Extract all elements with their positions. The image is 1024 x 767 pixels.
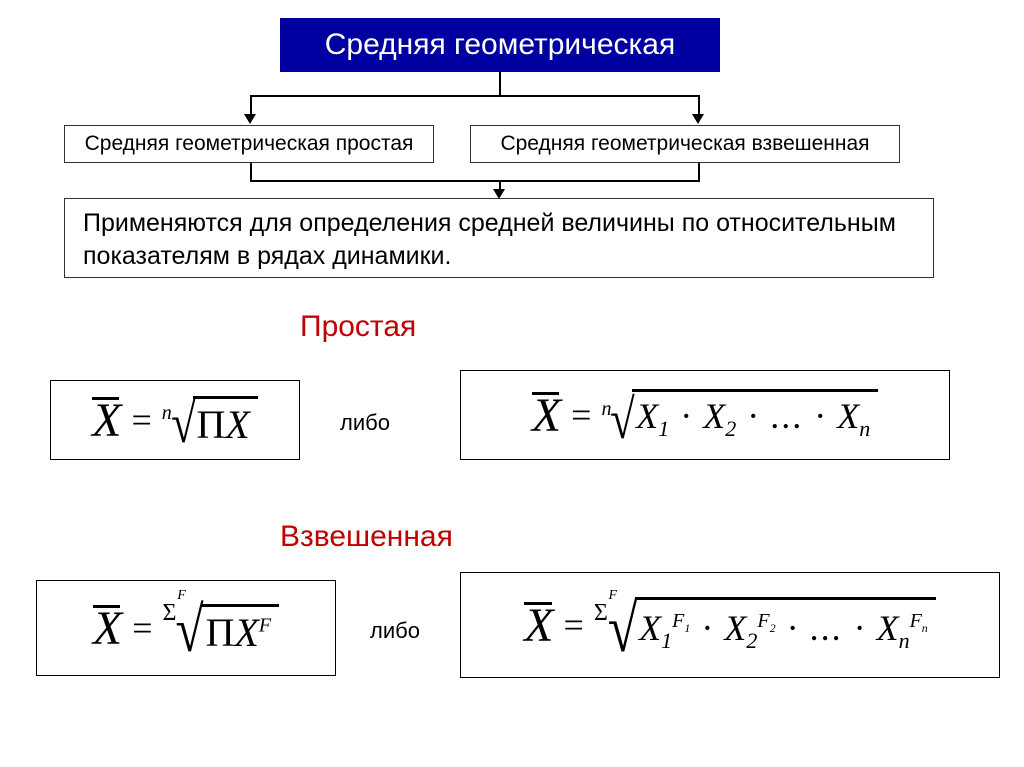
dot-operator: · — [745, 396, 761, 436]
term-sub: 1 — [661, 629, 672, 654]
term: X — [877, 608, 899, 648]
ellipsis: ... — [810, 608, 843, 648]
equals-sign: = — [558, 605, 590, 645]
lhs-xbar: X — [532, 388, 561, 443]
description-box: Применяются для определения средней вели… — [64, 198, 934, 278]
subtype-weighted-box: Средняя геометрическая взвешенная — [470, 125, 900, 163]
connector-line — [250, 95, 252, 115]
term-sub: n — [899, 629, 910, 654]
equals-sign: = — [565, 395, 597, 435]
formula-simple-compact: X = n √ ΠX — [50, 380, 300, 460]
equals-sign: = — [125, 400, 157, 440]
connector-line — [250, 95, 700, 97]
root-index-sum: F Σ — [163, 582, 177, 625]
radical-icon: √ — [611, 401, 636, 440]
formula-weighted-compact: X = F Σ √ ΠXF — [36, 580, 336, 676]
lhs-xbar: X — [524, 598, 553, 653]
product-symbol: Π — [206, 610, 235, 655]
equals-sign: = — [126, 608, 158, 648]
arrow-down-icon — [692, 114, 704, 124]
term: X — [837, 396, 859, 436]
term-sub: 2 — [746, 629, 757, 654]
or-label: либо — [370, 618, 420, 644]
dot-operator: · — [852, 608, 868, 648]
term-sub: n — [859, 417, 870, 442]
term-sup: Fn — [910, 610, 928, 632]
connector-line — [698, 95, 700, 115]
title-box: Средняя геометрическая — [280, 18, 720, 72]
section-simple-label: Простая — [300, 310, 416, 344]
term: X — [639, 608, 661, 648]
dot-operator: · — [678, 396, 694, 436]
product-symbol: Π — [197, 402, 226, 447]
radical-icon: √ — [608, 605, 638, 653]
description-text: Применяются для определения средней вели… — [83, 209, 896, 270]
subtype-simple-box: Средняя геометрическая простая — [64, 125, 434, 163]
body-sup: F — [259, 614, 271, 636]
radical-icon: √ — [171, 405, 196, 444]
term: X — [703, 396, 725, 436]
sigma-symbol: Σ — [594, 601, 608, 625]
subtype-simple-label: Средняя геометрическая простая — [85, 132, 414, 156]
or-label: либо — [340, 410, 390, 436]
term-sub: 1 — [658, 417, 669, 442]
connector-line — [698, 163, 700, 181]
root-index-sum: F Σ — [594, 582, 608, 625]
body-var: X — [234, 610, 258, 655]
term: X — [636, 396, 658, 436]
body-var: X — [225, 402, 249, 447]
term-sub: 2 — [725, 417, 736, 442]
connector-line — [250, 163, 252, 181]
term-sup: F1 — [672, 610, 690, 632]
dot-operator: · — [785, 608, 801, 648]
term: X — [724, 608, 746, 648]
section-weighted-label: Взвешенная — [280, 520, 453, 554]
arrow-down-icon — [244, 114, 256, 124]
title-text: Средняя геометрическая — [325, 28, 675, 62]
connector-line — [250, 180, 700, 182]
formula-weighted-expanded: X = F Σ √ X1F1 · X2F2 · ... · XnFn — [460, 572, 1000, 678]
ellipsis: ... — [770, 396, 803, 436]
dot-operator: · — [812, 396, 828, 436]
dot-operator: · — [699, 608, 715, 648]
radical-icon: √ — [176, 608, 204, 653]
subtype-weighted-label: Средняя геометрическая взвешенная — [500, 132, 869, 156]
formula-simple-expanded: X = n √ X1 · X2 · ... · Xn — [460, 370, 950, 460]
term-sup: F2 — [757, 610, 775, 632]
lhs-xbar: X — [92, 393, 121, 448]
sigma-symbol: Σ — [163, 601, 177, 625]
lhs-xbar: X — [93, 601, 122, 656]
connector-line — [499, 72, 501, 96]
